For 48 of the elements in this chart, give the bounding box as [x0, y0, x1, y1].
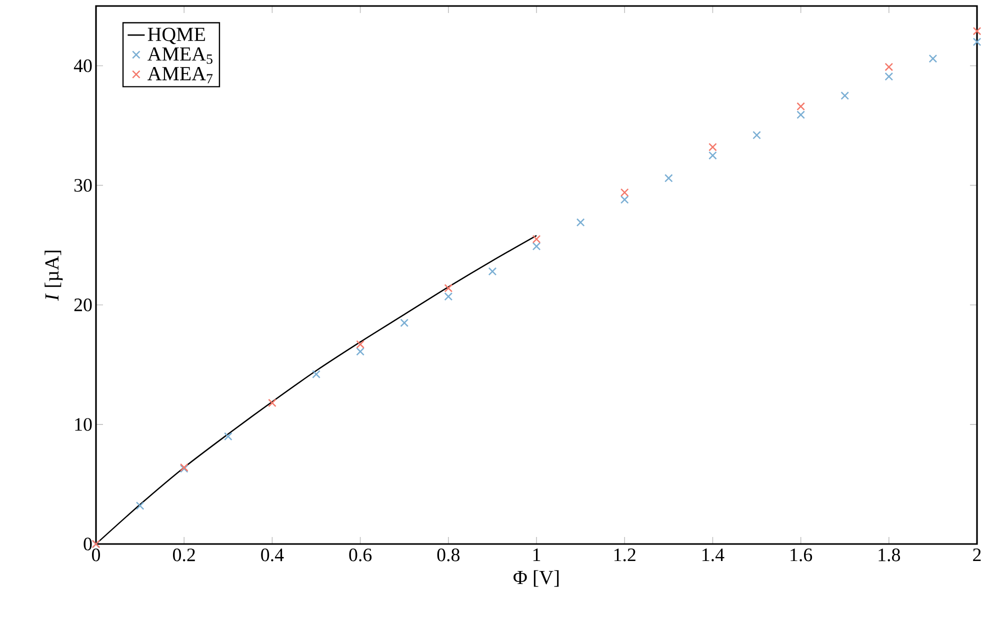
x-tick-label: 1.8 — [878, 548, 900, 562]
y-tick-label: 10 — [75, 418, 92, 431]
x-tick-label: 0 — [92, 548, 100, 562]
x-tick-label: 1.6 — [790, 548, 812, 562]
legend-label: AMEA$_{5}$ — [148, 47, 212, 64]
y-tick-label: 30 — [74, 178, 92, 192]
point — [400, 318, 409, 328]
point — [444, 284, 453, 292]
point — [532, 242, 541, 250]
x-tick-label: 0.4 — [261, 548, 284, 562]
point — [928, 54, 938, 63]
legend-label: AMEA$_{7}$ — [148, 67, 213, 84]
point — [752, 130, 761, 140]
x-tick-label: 2 — [973, 548, 981, 562]
legend-label: HQME — [148, 28, 205, 44]
x-tick-label: 1 — [533, 548, 540, 562]
point — [224, 432, 232, 441]
point — [268, 398, 276, 408]
point — [708, 151, 717, 160]
x-tick-label: 1.2 — [614, 548, 636, 562]
point — [576, 218, 585, 227]
y-axis-title: I [µA] — [44, 250, 63, 301]
point — [356, 347, 364, 356]
point — [972, 26, 982, 36]
point — [620, 188, 629, 197]
point — [356, 340, 364, 349]
point — [444, 292, 453, 301]
y-tick-label: 0 — [84, 538, 92, 550]
x-tick-label: 0.2 — [172, 548, 195, 562]
point — [884, 62, 894, 72]
point — [840, 91, 850, 100]
y-tick-label: 20 — [74, 298, 92, 312]
point — [312, 370, 320, 378]
x-tick-label: 1.4 — [702, 548, 724, 562]
point — [884, 72, 894, 81]
point — [488, 267, 497, 276]
x-tick-label: 0.6 — [349, 548, 372, 562]
x-tick-label: 0.8 — [437, 548, 460, 562]
point — [708, 142, 717, 152]
point — [620, 195, 629, 204]
point — [532, 234, 541, 244]
y-tick-label: 40 — [74, 59, 92, 72]
point — [664, 174, 673, 182]
point — [796, 110, 805, 119]
point — [136, 502, 144, 510]
x-axis-title: Φ [V] — [514, 570, 559, 587]
point — [972, 38, 982, 46]
point — [796, 102, 805, 111]
